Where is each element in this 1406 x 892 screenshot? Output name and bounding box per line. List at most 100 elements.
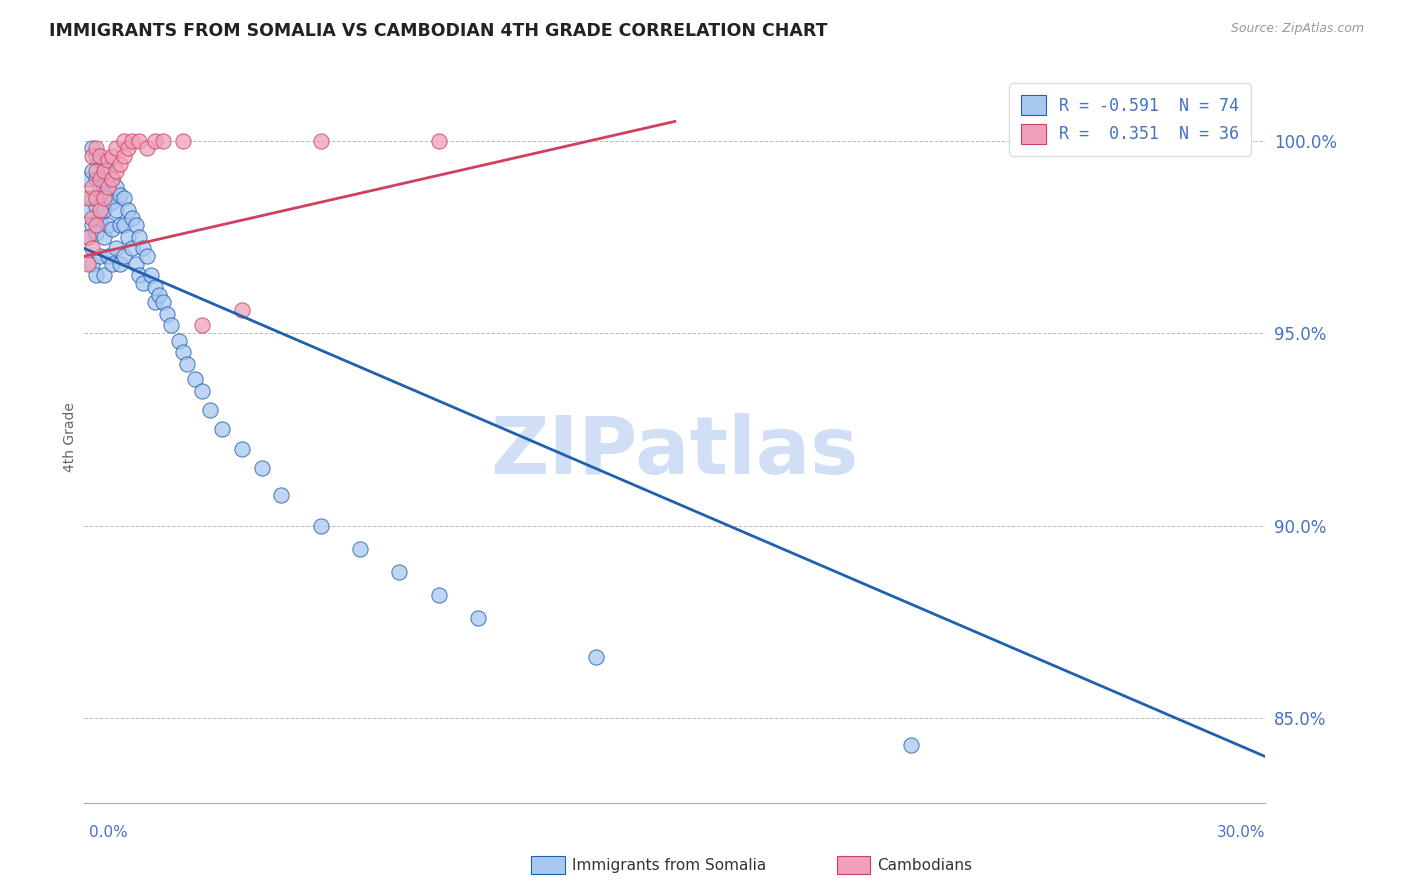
Point: [104, 179, 127, 194]
Point: [101, 257, 124, 271]
Point: [427, 134, 450, 148]
Point: [97, 179, 120, 194]
Point: [93, 268, 115, 283]
Point: [84, 268, 107, 283]
Point: [84, 226, 107, 240]
Point: [143, 280, 166, 294]
Point: [388, 565, 411, 579]
Point: [191, 384, 214, 398]
Point: [82, 242, 104, 256]
Point: [104, 202, 127, 217]
Point: [84, 191, 107, 205]
Point: [97, 249, 120, 263]
Point: [77, 230, 100, 244]
Point: [132, 242, 155, 256]
Point: [97, 153, 120, 167]
Point: [84, 199, 107, 213]
Text: Immigrants from Somalia: Immigrants from Somalia: [572, 858, 766, 872]
Point: [89, 202, 111, 217]
Point: [84, 149, 107, 163]
Point: [231, 303, 253, 318]
Point: [427, 588, 450, 602]
Point: [231, 442, 253, 456]
Point: [152, 134, 174, 148]
Point: [900, 738, 922, 752]
Point: [77, 202, 100, 217]
Point: [211, 422, 233, 436]
Point: [82, 179, 104, 194]
Point: [128, 134, 150, 148]
Point: [172, 345, 194, 359]
Point: [84, 172, 107, 186]
Point: [77, 172, 100, 186]
Point: [93, 164, 115, 178]
Point: [89, 179, 111, 194]
Point: [108, 257, 131, 271]
Text: Source: ZipAtlas.com: Source: ZipAtlas.com: [1230, 22, 1364, 36]
Point: [108, 187, 131, 202]
Point: [176, 357, 198, 371]
Point: [270, 488, 292, 502]
Point: [349, 541, 371, 556]
Point: [84, 141, 107, 155]
Point: [93, 157, 115, 171]
Point: [148, 287, 170, 301]
Point: [77, 230, 100, 244]
Point: [467, 611, 489, 625]
Point: [77, 257, 100, 271]
Point: [200, 403, 222, 417]
Point: [143, 295, 166, 310]
Point: [167, 334, 190, 348]
Point: [250, 461, 273, 475]
Point: [89, 153, 111, 167]
Point: [93, 230, 115, 244]
Point: [112, 249, 135, 263]
Point: [93, 179, 115, 194]
Point: [136, 141, 159, 155]
Point: [112, 219, 135, 233]
Text: 0.0%: 0.0%: [89, 825, 128, 840]
Point: [160, 318, 183, 333]
Point: [124, 257, 146, 271]
Point: [101, 222, 124, 236]
Point: [89, 172, 111, 186]
Point: [117, 230, 139, 244]
Point: [141, 268, 163, 283]
Point: [136, 249, 159, 263]
Point: [101, 195, 124, 210]
Point: [117, 202, 139, 217]
Point: [93, 202, 115, 217]
Point: [82, 191, 104, 205]
Point: [128, 230, 150, 244]
Text: ZIPatlas: ZIPatlas: [491, 413, 859, 491]
Point: [191, 318, 214, 333]
Point: [585, 649, 607, 664]
Point: [82, 211, 104, 225]
Point: [84, 164, 107, 178]
Point: [172, 134, 194, 148]
Point: [89, 149, 111, 163]
Point: [152, 295, 174, 310]
Point: [101, 172, 124, 186]
Point: [112, 191, 135, 205]
Point: [82, 219, 104, 233]
Point: [93, 191, 115, 205]
FancyBboxPatch shape: [531, 856, 565, 874]
Point: [124, 219, 146, 233]
Point: [183, 372, 205, 386]
Point: [143, 134, 166, 148]
Point: [82, 164, 104, 178]
Point: [128, 268, 150, 283]
Point: [104, 141, 127, 155]
Point: [101, 149, 124, 163]
Point: [112, 149, 135, 163]
Point: [77, 191, 100, 205]
FancyBboxPatch shape: [837, 856, 870, 874]
Point: [89, 211, 111, 225]
Point: [97, 187, 120, 202]
Point: [82, 149, 104, 163]
Point: [108, 157, 131, 171]
Text: IMMIGRANTS FROM SOMALIA VS CAMBODIAN 4TH GRADE CORRELATION CHART: IMMIGRANTS FROM SOMALIA VS CAMBODIAN 4TH…: [49, 22, 828, 40]
Point: [104, 164, 127, 178]
Point: [97, 164, 120, 178]
